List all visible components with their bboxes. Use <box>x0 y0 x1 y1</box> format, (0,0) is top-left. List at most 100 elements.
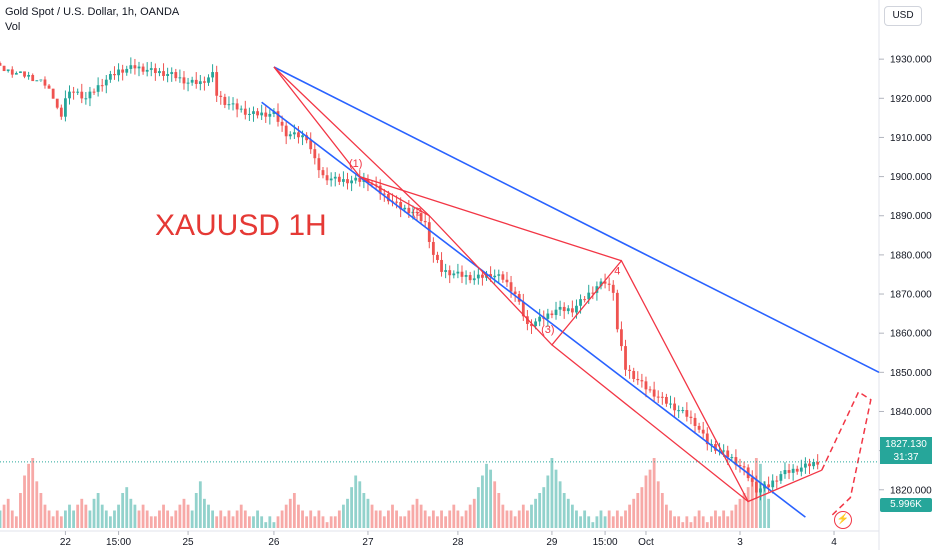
volume-bar <box>677 516 681 528</box>
volume-bar <box>321 516 325 528</box>
candle-body <box>534 321 537 327</box>
candle-body <box>207 77 210 83</box>
volume-bar <box>538 493 542 528</box>
price-tick-label: 1850.000 <box>890 368 932 379</box>
volume-bar <box>366 498 370 528</box>
volume-bar <box>31 458 35 528</box>
volume-bar <box>624 510 627 528</box>
candle-body <box>497 274 501 276</box>
volume-bar <box>497 493 501 528</box>
chart-annotation: XAUUSD 1H <box>155 209 327 242</box>
candle-body <box>742 466 746 468</box>
candle-body <box>701 429 705 434</box>
volume-bar <box>64 510 67 528</box>
volume-bar <box>681 522 685 528</box>
candle-body <box>260 112 264 116</box>
candle-body <box>256 111 259 116</box>
volume-bar <box>125 487 129 528</box>
volume-bar <box>211 510 214 528</box>
wave-label: (3) <box>541 324 554 336</box>
volume-bar <box>170 516 174 528</box>
volume-indicator-label[interactable]: Vol <box>5 21 21 33</box>
candle-body <box>268 113 272 117</box>
price-tick-label: 1920.000 <box>890 94 932 105</box>
volume-bar <box>448 510 452 528</box>
volume-bar <box>276 516 280 528</box>
candle-body <box>734 457 738 466</box>
volume-bar <box>615 510 619 528</box>
bar-countdown: 31:37 <box>893 452 919 463</box>
candle-body <box>423 221 427 223</box>
candle-body <box>247 113 251 115</box>
volume-bar <box>607 510 611 528</box>
candle-body <box>444 270 448 272</box>
candle-body <box>771 480 775 488</box>
volume-bar <box>583 510 587 528</box>
volume-bar <box>178 504 182 528</box>
volume-bar <box>27 463 31 528</box>
volume-bar <box>256 510 259 528</box>
candle-body <box>603 281 607 284</box>
volume-bar <box>166 510 170 528</box>
currency-selector[interactable]: USD <box>884 6 922 26</box>
candle-body <box>456 271 460 274</box>
volume-bar <box>591 522 595 528</box>
volume-bar <box>742 493 746 528</box>
volume-bar <box>47 510 51 528</box>
alert-bolt-icon[interactable]: ⚡ <box>834 511 852 529</box>
candle-body <box>730 457 734 459</box>
volume-bar <box>750 475 754 528</box>
candle-body <box>27 75 31 77</box>
candle-body <box>693 417 697 426</box>
volume-bar <box>431 510 435 528</box>
candle-body <box>501 274 505 280</box>
volume-bar <box>182 498 186 528</box>
candle-body <box>505 279 509 283</box>
candle-body <box>681 410 685 412</box>
volume-bar <box>55 510 59 528</box>
candle-body <box>292 132 296 135</box>
last-price-value: 1827.130 <box>885 439 927 450</box>
volume-bar <box>611 516 615 528</box>
wave-channel-line <box>551 344 749 503</box>
price-tick-label: 1870.000 <box>890 290 932 301</box>
time-axis: 22 15:00 25 26 27 28 29 15:00 Oct 3 4 <box>60 531 837 548</box>
price-axis: 1820.0001830.0001840.0001850.0001860.000… <box>879 55 932 496</box>
volume-bar <box>243 510 247 528</box>
volume-bar <box>587 516 591 528</box>
candle-body <box>472 278 476 281</box>
candle-body <box>64 98 67 117</box>
volume-bar <box>137 510 141 528</box>
volume-bar <box>652 458 656 528</box>
candle-body <box>219 95 223 97</box>
volume-bar <box>104 510 108 528</box>
symbol-title[interactable]: Gold Spot / U.S. Dollar, 1h, OANDA <box>5 6 180 18</box>
volume-bar <box>566 498 570 528</box>
volume-bar <box>51 516 55 528</box>
candle-body <box>153 68 157 74</box>
candle-body <box>726 450 730 458</box>
volume-bar <box>223 516 227 528</box>
candle-body <box>23 71 26 77</box>
volume-bar <box>407 510 411 528</box>
candle-body <box>714 444 717 451</box>
volume-bar <box>80 498 84 528</box>
candle-body <box>43 79 47 86</box>
candle-body <box>583 299 587 301</box>
volume-bar <box>297 504 300 528</box>
volume-bar <box>19 493 22 528</box>
candle-body <box>14 73 18 75</box>
candle-body <box>411 211 415 214</box>
candle-body <box>305 135 309 141</box>
volume-bar <box>550 458 554 528</box>
trendlines <box>261 66 880 518</box>
candle-body <box>35 80 39 82</box>
time-tick-label: 26 <box>268 537 280 548</box>
candle-body <box>133 65 137 69</box>
volume-bar <box>337 510 341 528</box>
volume-bar <box>76 504 80 528</box>
volume-bar <box>636 493 640 528</box>
candle-body <box>166 74 170 76</box>
candle-body <box>227 104 231 106</box>
